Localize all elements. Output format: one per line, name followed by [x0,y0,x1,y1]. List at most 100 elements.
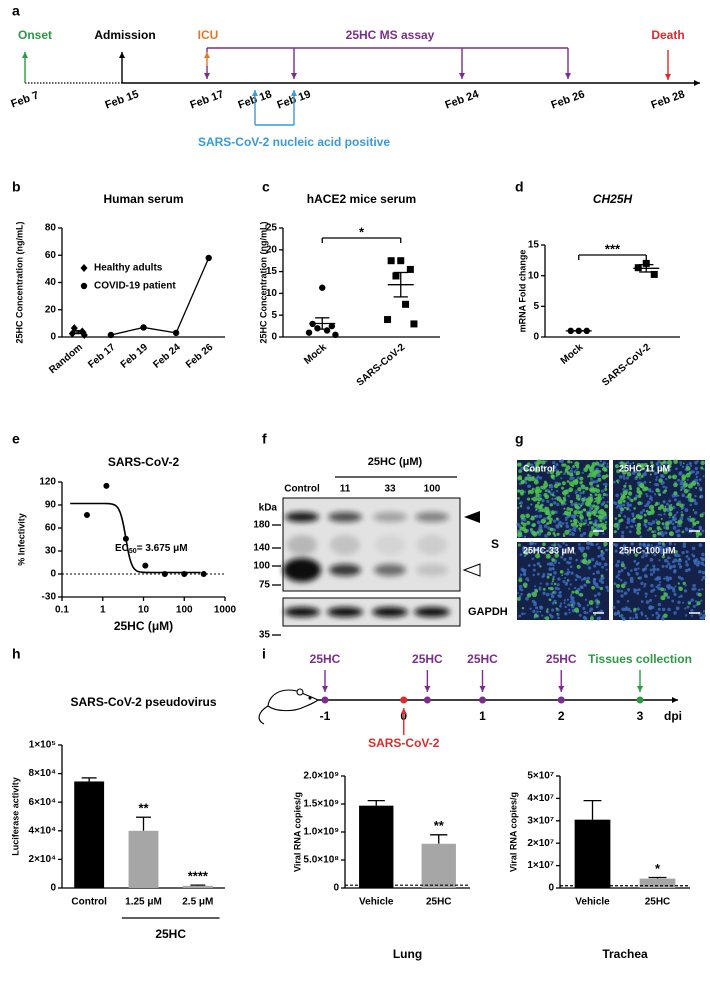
nucleus [655,545,659,548]
nucleus [645,546,649,550]
dose-label: 25HC [467,652,498,666]
panel-letter: c [262,179,270,195]
nucleus [633,590,637,594]
y-axis-label: % Infectivity [16,513,26,566]
nucleus [557,577,561,581]
nucleus [678,565,682,569]
nucleus [689,464,693,467]
date-label: Feb 28 [650,88,687,111]
nucleus [525,596,529,601]
chart-title: SARS-CoV-2 [108,455,180,469]
band [285,512,319,522]
nucleus [663,500,666,503]
nucleus [542,591,546,596]
x-tick-label: Feb 19 [119,342,151,371]
infected-cell [589,466,594,472]
nucleus [605,585,609,589]
infected-cell [620,461,624,465]
nucleus [597,546,601,550]
nucleus [529,607,532,610]
infected-cell [597,493,602,498]
y-tick-label: 0 [50,569,56,580]
infected-cell [681,530,685,534]
y-tick-label: 5×10⁷ [527,771,554,782]
infected-cell [663,613,668,618]
infected-cell [656,526,661,531]
nucleus [538,546,542,549]
infected-cell [643,462,648,467]
nucleus [690,598,694,602]
timeline-unit: dpi [664,709,682,723]
infected-cell [569,500,574,504]
infected-cell [599,520,602,523]
nucleus [550,594,555,599]
infected-cell [562,534,566,538]
infected-cell [560,500,565,505]
infected-cell [579,504,583,507]
infected-cell [549,469,555,475]
y-tick-label: 5 [533,301,539,312]
nucleus [635,562,639,566]
infected-cell [597,516,601,519]
nucleus [677,562,681,566]
significance-label: **** [188,869,209,884]
infected-cell [646,468,650,472]
infected-cell [556,612,559,615]
nucleus [616,611,621,615]
nucleus [654,577,658,581]
nucleus [571,532,575,537]
nucleus [694,466,699,471]
nucleus [661,564,665,568]
infected-cell [548,490,551,493]
nucleus [572,514,575,517]
point [103,482,110,489]
infected-cell [588,600,594,606]
nucleus [668,516,671,519]
infected-cell [585,579,590,584]
nucleus [612,543,616,546]
nucleus [622,547,627,551]
point [323,327,331,334]
infected-cell [561,574,564,577]
infected-cell [652,533,657,538]
infected-cell [575,494,580,498]
nucleus [629,509,632,512]
infected-cell [664,505,667,508]
marker-label: 180 [253,520,270,531]
infected-cell [572,480,576,483]
infected-cell [570,508,573,510]
nucleus [646,543,651,547]
nucleus [596,570,600,575]
panel-letter: e [12,431,20,447]
infected-cell [524,467,528,471]
y-tick-label: 1.0×10⁹ [303,827,339,838]
point [397,257,405,265]
infected-cell [550,474,555,479]
nucleus [574,469,577,472]
nucleus [620,589,624,593]
nucleus [536,610,539,613]
nucleus [546,572,550,576]
infected-cell [570,461,573,464]
infected-cell [622,490,628,496]
infected-cell [596,499,601,504]
nucleus [686,478,689,481]
infected-cell [596,484,600,488]
bar [574,819,611,888]
infected-cell [531,591,538,598]
nucleus [634,613,638,617]
infected-cell [682,482,688,488]
y-tick-label: 5 [271,310,277,321]
infected-cell [664,521,670,526]
y-tick-label: 25 [266,223,278,234]
y-tick-label: 40 [45,277,57,288]
infected-cell [533,479,539,485]
infected-cell [519,505,523,508]
nucleus [662,485,666,489]
infected-cell [637,494,642,498]
nucleus [635,494,639,499]
nucleus [556,583,560,587]
death-arrow-head [665,74,671,80]
nucleus [645,503,650,507]
band [416,564,448,576]
